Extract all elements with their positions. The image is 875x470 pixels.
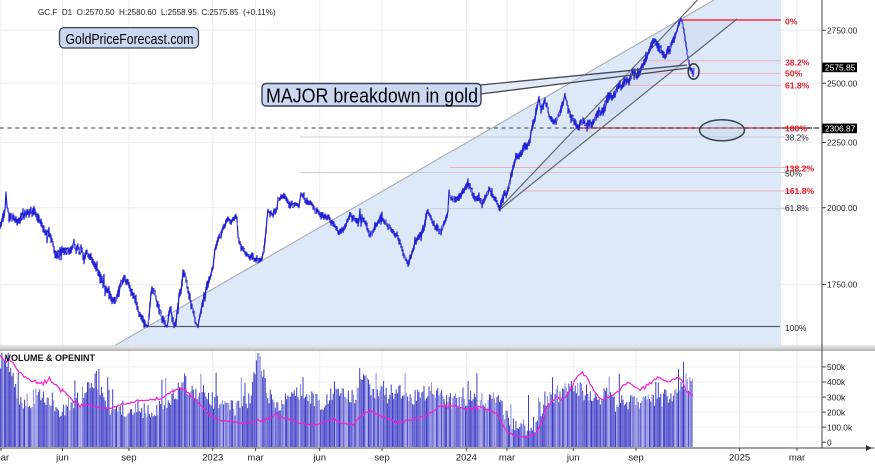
svg-text:mar: mar: [789, 453, 805, 464]
svg-text:2000.00: 2000.00: [827, 203, 858, 213]
svg-text:mar: mar: [499, 453, 515, 464]
svg-text:VOLUME & OPENINT: VOLUME & OPENINT: [5, 353, 96, 363]
svg-text:mar: mar: [0, 453, 9, 464]
svg-text:GoldPriceForecast.com: GoldPriceForecast.com: [66, 31, 194, 48]
svg-text:300k: 300k: [827, 392, 846, 402]
svg-text:sep: sep: [374, 453, 389, 464]
svg-text:500k: 500k: [827, 362, 846, 372]
svg-text:sep: sep: [628, 453, 643, 464]
svg-text:2024: 2024: [456, 453, 477, 464]
svg-text:jun: jun: [55, 453, 69, 464]
svg-text:61.8%: 61.8%: [785, 81, 810, 91]
svg-text:38.2%: 38.2%: [785, 132, 809, 142]
svg-text:sep: sep: [121, 453, 136, 464]
svg-text:1750.00: 1750.00: [827, 280, 858, 290]
svg-text:100.0k: 100.0k: [827, 422, 853, 432]
svg-text:2250.00: 2250.00: [827, 138, 858, 148]
svg-text:100%: 100%: [785, 123, 807, 133]
svg-text:MAJOR breakdown in gold: MAJOR breakdown in gold: [266, 85, 478, 108]
svg-text:2500.00: 2500.00: [827, 78, 858, 88]
svg-text:50%: 50%: [785, 69, 803, 79]
svg-text:50%: 50%: [785, 168, 802, 178]
svg-text:jun: jun: [566, 453, 580, 464]
svg-text:2023: 2023: [202, 453, 223, 464]
svg-text:GC.F D1 O:2570.50 H:2580.60: GC.F D1 O:2570.50 H:2580.60 L:2558.95 C:…: [38, 8, 276, 17]
svg-text:2306.87: 2306.87: [825, 123, 856, 133]
svg-text:mar: mar: [247, 453, 263, 464]
svg-text:200k: 200k: [827, 407, 846, 417]
svg-text:0%: 0%: [785, 16, 798, 26]
svg-text:2025: 2025: [729, 453, 750, 464]
svg-text:100%: 100%: [785, 323, 807, 333]
svg-text:138.2%: 138.2%: [785, 164, 815, 174]
svg-text:38.2%: 38.2%: [785, 57, 810, 67]
svg-text:jun: jun: [312, 453, 326, 464]
svg-text:2575.85: 2575.85: [825, 62, 856, 72]
svg-text:0: 0: [827, 437, 832, 447]
svg-text:161.8%: 161.8%: [785, 186, 815, 196]
svg-text:2750.00: 2750.00: [827, 26, 858, 36]
svg-text:61.8%: 61.8%: [785, 203, 809, 213]
svg-text:400k: 400k: [827, 377, 846, 387]
